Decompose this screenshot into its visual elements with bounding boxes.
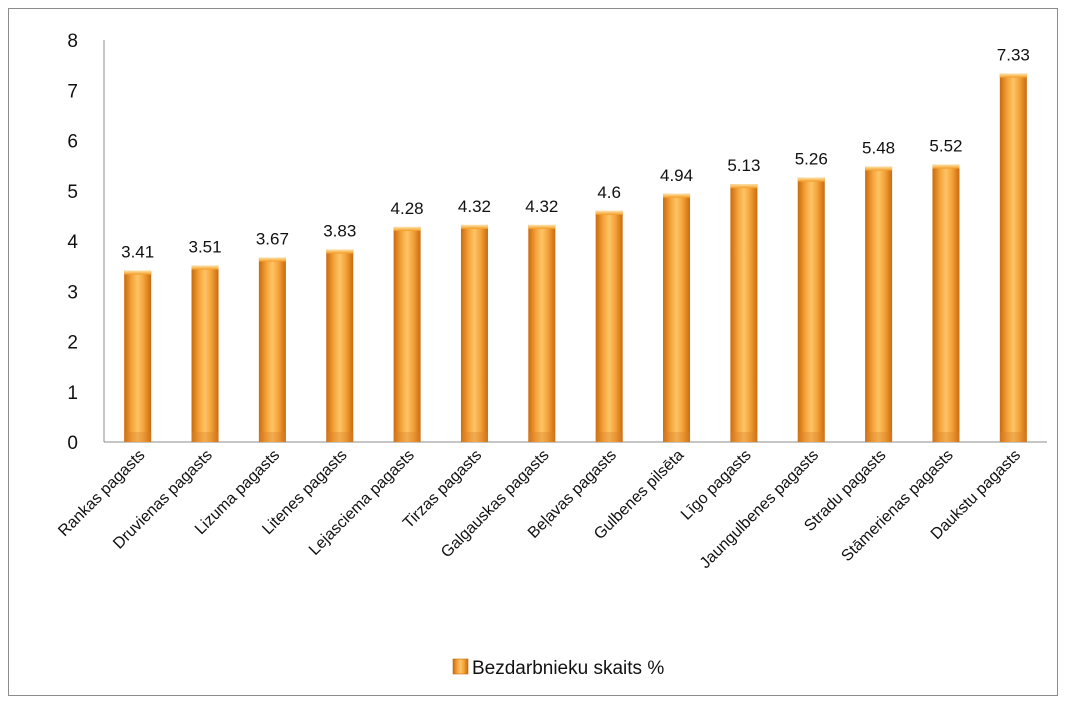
bar <box>730 184 758 442</box>
bar <box>124 270 152 442</box>
data-label: 4.32 <box>458 197 491 216</box>
legend: Bezdarbnieku skaits % <box>452 658 664 679</box>
y-tick-label: 8 <box>67 31 78 52</box>
bar-base <box>528 432 556 442</box>
bar <box>258 257 286 442</box>
bar-top <box>797 177 825 182</box>
bar-top <box>865 166 893 171</box>
bars <box>124 73 1027 442</box>
data-label: 3.51 <box>188 238 221 257</box>
bar <box>326 249 354 442</box>
data-label: 4.94 <box>660 166 693 185</box>
bar-top <box>730 184 758 189</box>
bar-top <box>999 73 1027 78</box>
data-label: 5.13 <box>727 156 760 175</box>
bar-top <box>258 257 286 262</box>
bar-base <box>258 432 286 442</box>
data-label: 3.83 <box>323 222 356 241</box>
bar <box>865 166 893 442</box>
data-label: 7.33 <box>997 46 1030 65</box>
data-label: 3.41 <box>121 243 154 262</box>
y-tick-label: 7 <box>67 81 78 102</box>
x-tick-label: Jaungulbenes pagasts <box>697 447 822 572</box>
data-label: 5.26 <box>795 150 828 169</box>
bar-top <box>460 224 488 229</box>
y-tick-label: 3 <box>67 282 78 303</box>
bar <box>393 226 421 442</box>
bar-top <box>663 193 691 198</box>
data-label: 4.6 <box>597 183 621 202</box>
bar <box>595 210 623 442</box>
data-label: 5.52 <box>929 137 962 156</box>
data-label: 3.67 <box>256 230 289 249</box>
y-tick-label: 2 <box>67 333 78 354</box>
bar-base <box>595 432 623 442</box>
data-label: 5.48 <box>862 139 895 158</box>
bar-base <box>999 432 1027 442</box>
bar <box>663 193 691 442</box>
axes <box>103 40 1047 443</box>
y-tick-label: 4 <box>67 232 78 253</box>
y-tick-label: 6 <box>67 132 78 153</box>
bar-top <box>124 270 152 275</box>
bar-base <box>393 432 421 442</box>
y-tick-label: 0 <box>67 433 78 454</box>
bar-base <box>730 432 758 442</box>
legend-swatch <box>452 658 469 675</box>
bar <box>528 224 556 442</box>
bar-top <box>528 224 556 229</box>
bar <box>460 224 488 442</box>
bar-top <box>191 265 219 270</box>
bar-base <box>663 432 691 442</box>
bar-base <box>191 432 219 442</box>
bar <box>932 164 960 442</box>
data-labels: 3.41 3.51 3.67 3.83 4.28 4.32 4.32 4.6 4.94 5.13 5… <box>121 46 1030 262</box>
x-tick-label: Stāmerienas pagasts <box>838 447 956 565</box>
bar-base <box>124 432 152 442</box>
bar-top <box>932 164 960 169</box>
data-label: 4.32 <box>525 197 558 216</box>
bar <box>797 177 825 442</box>
y-tick-labels: 0 1 2 3 4 5 6 7 8 <box>67 31 78 454</box>
x-tick-label: Līgo pagasts <box>678 447 755 524</box>
bar <box>999 73 1027 442</box>
y-tick-label: 1 <box>67 383 78 404</box>
bar-base <box>797 432 825 442</box>
bar <box>191 265 219 442</box>
bar-base <box>932 432 960 442</box>
bar-base <box>865 432 893 442</box>
bar-top <box>595 210 623 215</box>
data-label: 4.28 <box>391 199 424 218</box>
bar-base <box>460 432 488 442</box>
bar-base <box>326 432 354 442</box>
bar-top <box>393 226 421 231</box>
y-tick-label: 5 <box>67 182 78 203</box>
legend-label: Bezdarbnieku skaits % <box>472 658 664 679</box>
bar-top <box>326 249 354 254</box>
